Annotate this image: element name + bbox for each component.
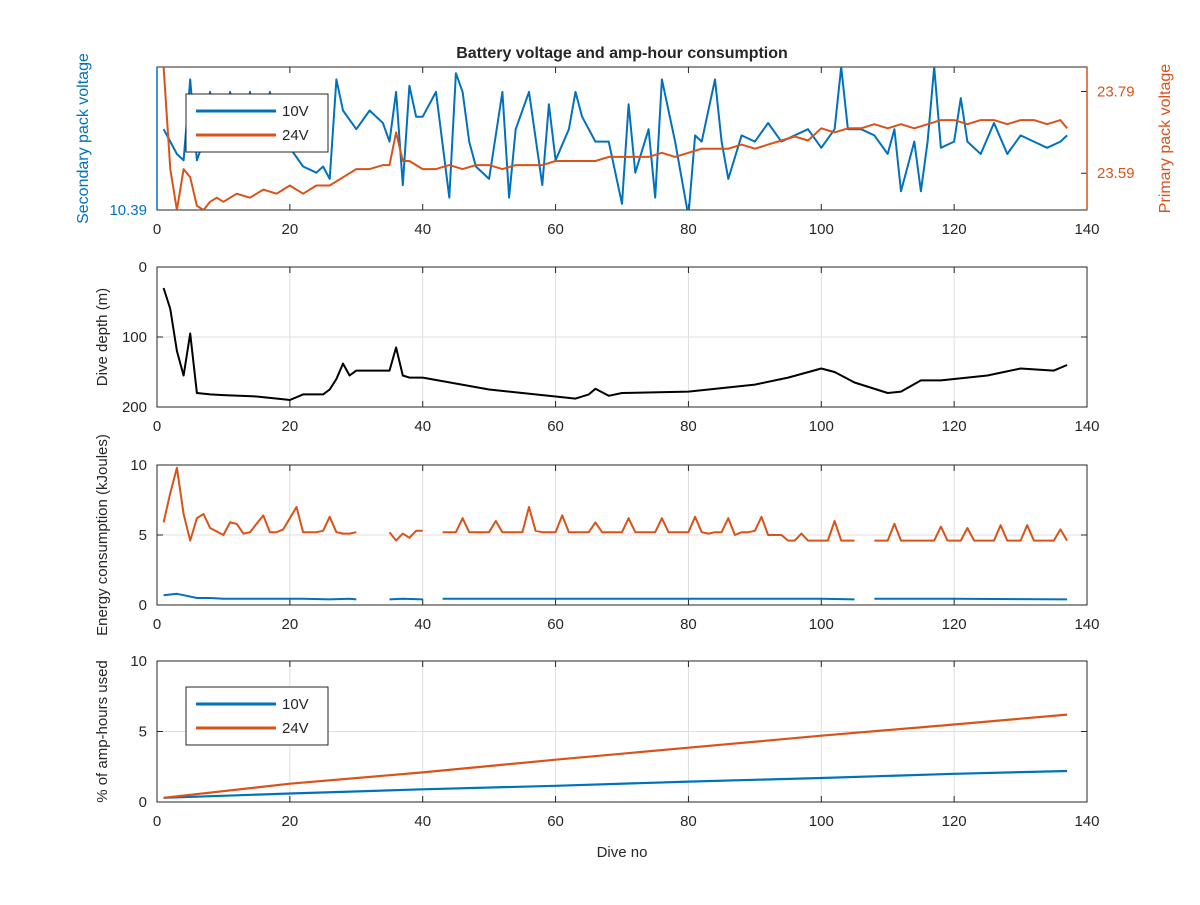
x-tick-label: 60 bbox=[547, 418, 564, 435]
x-tick-label: 0 bbox=[153, 616, 161, 633]
x-tick-label: 60 bbox=[547, 616, 564, 633]
series-group bbox=[162, 287, 1068, 401]
legend-label-24v: 24V bbox=[282, 720, 309, 737]
x-tick-label: 140 bbox=[1074, 813, 1099, 830]
y-tick-label: 200 bbox=[122, 399, 147, 416]
x-tick-label: 120 bbox=[942, 418, 967, 435]
x-tick-label: 140 bbox=[1074, 221, 1099, 238]
x-tick-label: 0 bbox=[153, 813, 161, 830]
axes-frame bbox=[156, 464, 1088, 606]
series-line-depth-0 bbox=[162, 287, 1068, 401]
y-tick-label: 0 bbox=[139, 597, 147, 614]
series-line-24v-0 bbox=[163, 713, 1068, 799]
series-line-24v-3 bbox=[874, 522, 1068, 542]
x-tick-label: 60 bbox=[547, 813, 564, 830]
x-tick-label: 40 bbox=[414, 221, 431, 238]
legend-label-10v: 10V bbox=[282, 103, 309, 120]
y-tick-label: 0 bbox=[139, 259, 147, 276]
y2-axis-label: Primary pack voltage bbox=[1157, 64, 1174, 213]
x-axis-label: Dive no bbox=[597, 844, 648, 861]
series-line-24v-2 bbox=[442, 506, 855, 542]
y-axis-label: Dive depth (m) bbox=[94, 288, 111, 386]
y-axis-label: Secondary pack voltage bbox=[75, 53, 92, 224]
series-group bbox=[163, 713, 1068, 799]
series-group bbox=[162, 466, 1068, 601]
x-tick-label: 120 bbox=[942, 813, 967, 830]
y-axis-label: Energy consumption (kJoules) bbox=[94, 434, 111, 636]
x-tick-label: 20 bbox=[282, 221, 299, 238]
series-line-10v-1 bbox=[389, 597, 423, 601]
axes-frame bbox=[156, 660, 1088, 803]
subplot-2: 0 20 40 60 80 100 120 140 0 100 200 Dive depth (m) bbox=[94, 259, 1100, 435]
series-line-10v-3 bbox=[874, 597, 1068, 601]
subplot-3: 0 20 40 60 80 100 120 140 0 5 10 Energy consumption… bbox=[94, 434, 1100, 636]
x-tick-label: 100 bbox=[809, 813, 834, 830]
chart-title: Battery voltage and amp-hour consumption bbox=[456, 45, 788, 62]
series-line-24v-0 bbox=[162, 466, 357, 542]
legend-label-10v: 10V bbox=[282, 696, 309, 713]
x-tick-label: 60 bbox=[547, 221, 564, 238]
y-tick-label: 10 bbox=[130, 653, 147, 670]
series-line-10v-2 bbox=[442, 597, 855, 601]
x-tick-label: 140 bbox=[1074, 418, 1099, 435]
y-axis-label: % of amp-hours used bbox=[94, 660, 111, 803]
x-tick-label: 120 bbox=[942, 616, 967, 633]
legend-label-24v: 24V bbox=[282, 127, 309, 144]
y2-tick-label: 23.59 bbox=[1097, 165, 1135, 182]
y-tick-label: 10.39 bbox=[109, 202, 147, 219]
x-tick-label: 140 bbox=[1074, 616, 1099, 633]
x-tick-label: 40 bbox=[414, 813, 431, 830]
y-tick-label: 5 bbox=[139, 527, 147, 544]
y-tick-label: 5 bbox=[139, 724, 147, 741]
series-line-10v-0 bbox=[163, 592, 357, 601]
x-tick-label: 120 bbox=[942, 221, 967, 238]
x-tick-label: 20 bbox=[282, 813, 299, 830]
x-tick-label: 40 bbox=[414, 616, 431, 633]
x-tick-label: 20 bbox=[282, 418, 299, 435]
x-tick-label: 20 bbox=[282, 616, 299, 633]
y-tick-label: 0 bbox=[139, 794, 147, 811]
x-tick-label: 0 bbox=[153, 221, 161, 238]
series-line-10v-0 bbox=[163, 769, 1068, 799]
y2-tick-label: 23.79 bbox=[1097, 84, 1135, 101]
y-tick-label: 10 bbox=[130, 457, 147, 474]
x-tick-label: 100 bbox=[809, 616, 834, 633]
x-tick-label: 80 bbox=[680, 813, 697, 830]
subplot-4: 0 20 40 60 80 100 120 140 0 5 10 % of amp-hours use… bbox=[94, 653, 1100, 861]
x-tick-label: 80 bbox=[680, 418, 697, 435]
legend-box bbox=[185, 686, 329, 746]
series-line-24v-1 bbox=[388, 529, 423, 542]
x-tick-label: 80 bbox=[680, 221, 697, 238]
x-tick-label: 80 bbox=[680, 616, 697, 633]
x-tick-label: 100 bbox=[809, 418, 834, 435]
x-tick-label: 40 bbox=[414, 418, 431, 435]
y-tick-label: 100 bbox=[122, 329, 147, 346]
axes-frame bbox=[156, 266, 1088, 408]
x-tick-label: 100 bbox=[809, 221, 834, 238]
legend-box bbox=[185, 93, 329, 153]
x-tick-label: 0 bbox=[153, 418, 161, 435]
series-line-24v-0 bbox=[162, 67, 1068, 210]
subplot-1: 0 20 40 60 80 100 120 140 10.39 23.59 23.79 Battery… bbox=[75, 45, 1174, 238]
